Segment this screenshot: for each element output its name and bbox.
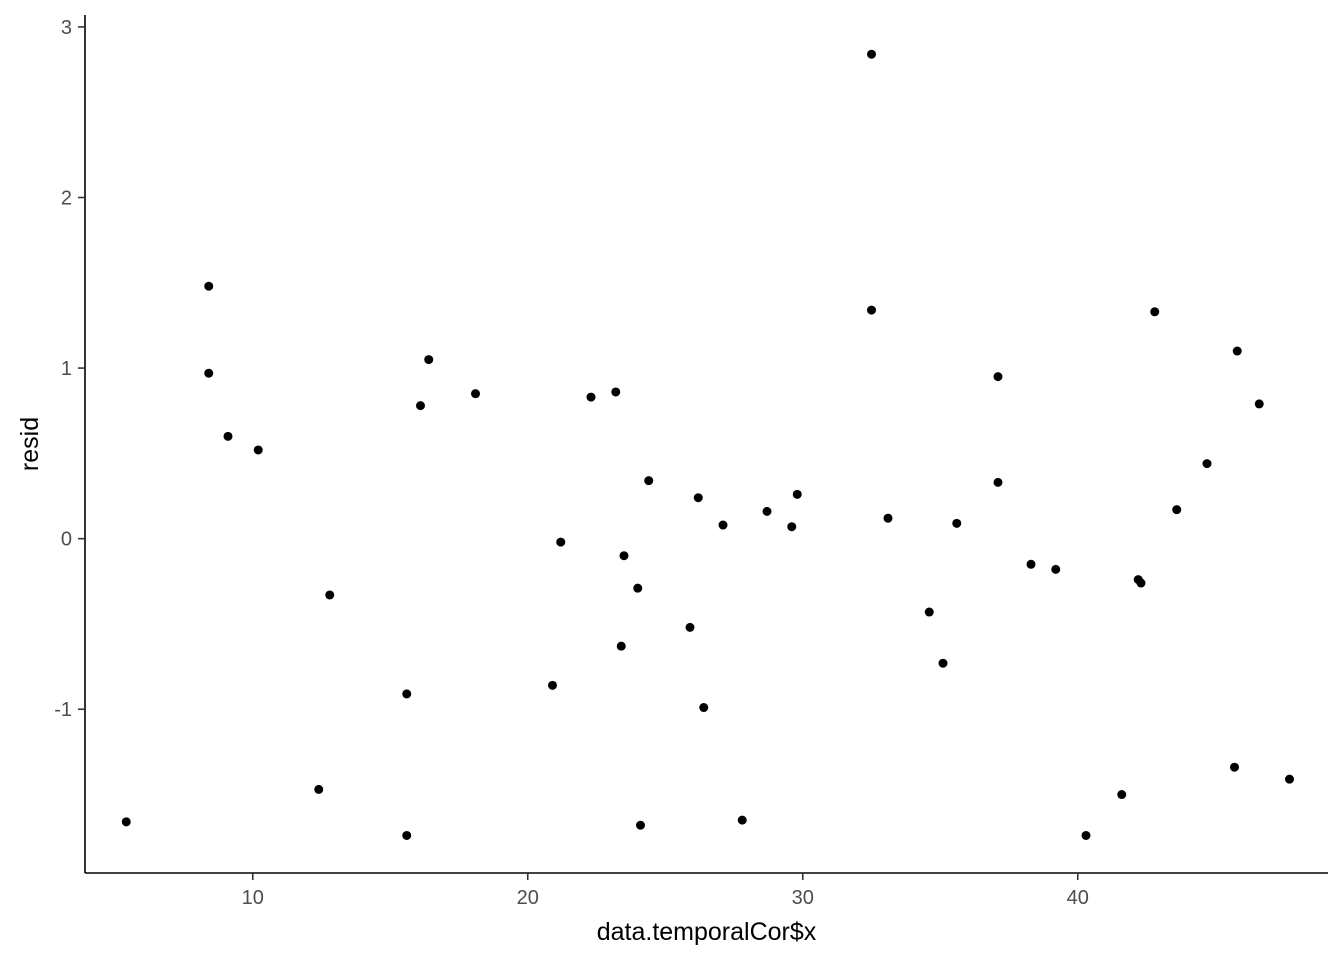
x-tick-label: 20 [517,887,539,909]
data-point [883,513,893,523]
data-point [1232,346,1242,356]
data-point [685,622,695,632]
data-point [471,389,480,399]
data-point [1202,459,1212,469]
data-point [693,493,703,503]
y-tick-label: 2 [61,188,72,210]
data-point [619,551,629,561]
x-axis-title: data.temporalCor$x [597,918,817,946]
data-point [699,703,709,713]
data-point [1117,790,1127,800]
data-point [924,607,934,617]
data-point [314,784,324,794]
data-point [402,830,412,840]
data-point [586,392,596,402]
data-point [952,518,962,528]
data-point [867,49,876,59]
data-point [416,401,425,411]
x-ticks: 10 20 30 40 [242,873,1089,909]
data-point [792,489,802,499]
data-point [938,658,948,668]
data-point [204,281,214,291]
data-point [644,476,654,486]
data-point [204,368,214,378]
data-point [1230,762,1239,772]
data-point [993,372,1003,382]
axes [84,15,1328,874]
data-point [1285,774,1294,784]
data-point [1081,830,1091,840]
data-point [737,815,747,825]
data-point [1254,399,1264,409]
data-point [1026,559,1036,569]
data-point [787,522,797,532]
data-point [548,680,557,690]
data-point [424,355,434,365]
data-point [633,583,643,593]
data-points [121,49,1294,840]
data-point [121,817,131,827]
data-point [1150,307,1160,317]
data-point [1136,578,1146,588]
y-ticks: -1 0 1 2 3 [54,17,85,721]
data-point [616,641,626,651]
data-point [867,305,876,315]
data-point [718,520,728,530]
data-point [993,477,1003,487]
data-point [1172,505,1182,515]
x-tick-label: 30 [792,887,814,909]
y-tick-label: -1 [54,699,72,721]
data-point [611,387,621,397]
y-tick-label: 3 [61,17,72,39]
x-tick-label: 40 [1067,887,1089,909]
data-point [1051,564,1061,574]
x-tick-label: 10 [242,887,264,909]
data-point [556,537,566,547]
data-point [325,590,335,600]
y-axis-title: resid [16,417,44,471]
data-point [636,820,645,830]
y-tick-label: 1 [61,358,72,380]
data-point [253,445,263,455]
data-point [402,689,412,699]
y-tick-label: 0 [61,529,72,551]
data-point [762,506,772,516]
data-point [223,431,233,441]
